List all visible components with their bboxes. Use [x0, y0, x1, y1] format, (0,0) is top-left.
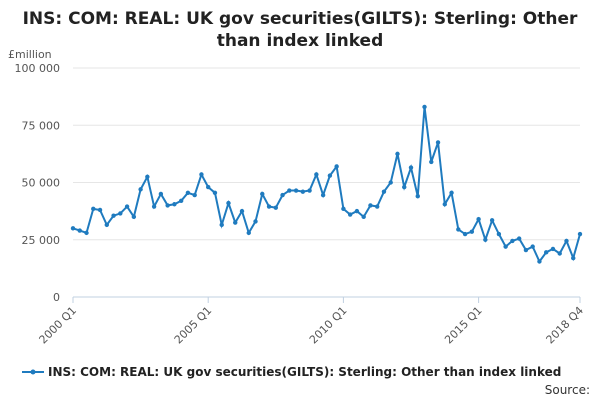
data-point: [178, 198, 184, 204]
y-tick-label: 100 000: [15, 62, 61, 75]
data-point: [334, 164, 339, 169]
data-point: [402, 184, 407, 190]
data-point: [381, 189, 387, 194]
data-point: [111, 213, 116, 218]
data-point: [266, 204, 272, 209]
data-point: [260, 191, 265, 197]
data-point: [239, 208, 245, 214]
data-point: [550, 246, 556, 252]
y-tick-label: 75 000: [22, 119, 61, 132]
data-point: [354, 208, 360, 214]
data-point: [273, 205, 278, 210]
data-point: [469, 229, 475, 234]
legend: INS: COM: REAL: UK gov securities(GILTS)…: [22, 365, 561, 379]
data-point: [151, 204, 157, 209]
data-point: [577, 231, 583, 237]
data-point: [246, 230, 251, 236]
data-point: [442, 202, 447, 207]
source-label: Source:: [545, 383, 590, 397]
data-point: [320, 192, 326, 198]
data-point: [395, 151, 400, 157]
data-point: [145, 174, 150, 179]
x-tick-label: 2005 Q1: [172, 304, 215, 347]
legend-label: INS: COM: REAL: UK gov securities(GILTS)…: [48, 365, 561, 379]
data-point: [77, 228, 82, 233]
data-point: [233, 220, 238, 225]
data-point: [104, 222, 110, 228]
data-point: [172, 202, 177, 207]
data-point: [375, 204, 380, 209]
x-tick-label: 2010 Q1: [307, 304, 350, 347]
chart-title-line-2: than index linked: [217, 31, 384, 51]
data-point: [537, 259, 542, 264]
data-point: [388, 180, 393, 185]
data-point: [449, 190, 454, 196]
data-point: [361, 214, 366, 220]
x-axis-ticks: 2000 Q1 2005 Q1 2010 Q1 2015 Q1 2018 Q4: [37, 297, 587, 347]
data-point: [544, 250, 549, 255]
data-point: [415, 194, 420, 199]
data-point: [84, 230, 89, 236]
y-tick-label: 25 000: [22, 234, 61, 247]
data-point: [307, 188, 312, 193]
data-point: [165, 203, 170, 208]
data-point: [185, 190, 191, 196]
data-point: [158, 191, 164, 197]
data-point: [226, 200, 231, 206]
data-point: [496, 231, 502, 237]
data-point: [435, 140, 441, 145]
data-point: [489, 218, 495, 223]
x-tick-label: 2000 Q1: [37, 304, 80, 347]
data-point: [287, 188, 292, 193]
data-point: [341, 206, 346, 212]
x-tick-label: 2015 Q1: [442, 304, 485, 347]
data-point: [557, 251, 562, 256]
data-point: [571, 255, 576, 261]
legend-dot-marker: [30, 369, 36, 375]
data-point: [327, 173, 333, 178]
series-line: [72, 106, 581, 264]
data-point: [422, 104, 427, 110]
data-point: [462, 231, 468, 237]
data-point: [280, 192, 285, 198]
data-point: [510, 238, 515, 244]
data-point: [118, 211, 123, 216]
data-point: [476, 216, 481, 222]
data-point: [97, 207, 103, 213]
data-point: [516, 236, 522, 241]
y-axis-ticks: 0 25 000 50 000 75 000 100 000: [15, 62, 61, 304]
y-tick-label: 50 000: [22, 177, 61, 190]
data-point: [293, 188, 299, 193]
data-point: [138, 187, 143, 192]
data-point: [314, 172, 319, 177]
data-point: [206, 184, 211, 190]
data-point: [91, 206, 96, 212]
data-point: [456, 227, 461, 232]
data-point: [192, 192, 197, 198]
data-point: [347, 212, 353, 217]
series-points: [70, 104, 583, 264]
data-point: [300, 189, 306, 194]
data-point: [124, 204, 130, 209]
data-point: [212, 190, 218, 196]
data-point: [564, 238, 569, 244]
data-point: [503, 244, 508, 249]
data-point: [408, 165, 414, 170]
data-point: [70, 226, 76, 231]
data-point: [523, 247, 529, 253]
data-point: [368, 203, 373, 208]
data-point: [131, 214, 137, 220]
data-point: [219, 222, 224, 228]
data-point: [429, 159, 434, 165]
data-point: [253, 219, 258, 224]
y-tick-label: 0: [53, 291, 60, 304]
x-tick-label: 2018 Q4: [544, 304, 587, 347]
chart-title-line-1: INS: COM: REAL: UK gov securities(GILTS)…: [23, 9, 578, 29]
y-axis-unit-label: £million: [8, 48, 52, 61]
data-point: [483, 237, 488, 242]
data-point: [530, 244, 535, 249]
data-point: [199, 172, 204, 177]
